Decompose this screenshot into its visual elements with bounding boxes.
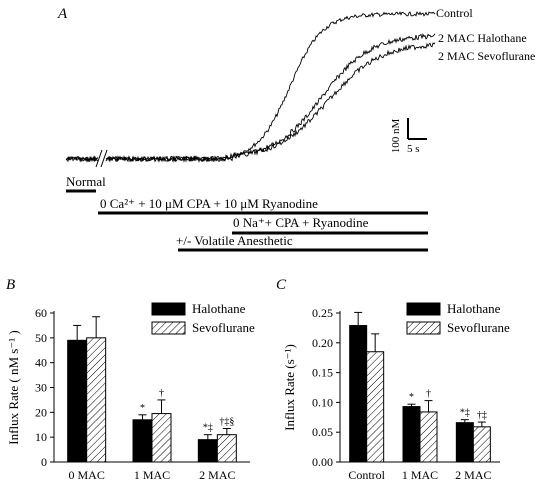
significance-mark: †‡: [477, 410, 487, 421]
y-tick-label: 0.25: [312, 306, 333, 320]
legend-label-halothane: Halothane: [192, 301, 246, 316]
scale-bar-x-label: 5 s: [407, 143, 420, 155]
protocol-zero-na-label: 0 Na⁺+ CPA + Ryanodine: [233, 215, 369, 230]
y-tick-label: 0: [41, 455, 47, 469]
y-tick-label: 0.15: [312, 366, 333, 380]
x-tick-label: 1 MAC: [402, 468, 438, 482]
bar-halothane: [197, 439, 218, 463]
bar-halothane: [67, 339, 88, 463]
panel-a-label: A: [57, 6, 68, 22]
legend-label-sevoflurane: Sevoflurane: [192, 320, 255, 335]
bar-halothane: [402, 406, 421, 463]
bar-sevoflurane: [366, 351, 385, 463]
y-tick-label: 60: [35, 306, 47, 320]
y-tick-label: 0.10: [312, 395, 333, 409]
y-axis-title: Influx Rate ( nM s⁻¹ ): [6, 330, 21, 444]
y-tick-label: 20: [35, 405, 47, 419]
x-tick-label: 2 MAC: [199, 468, 235, 482]
y-tick-label: 10: [35, 430, 47, 444]
bar-sevoflurane: [216, 434, 237, 463]
legend-swatch-sevoflurane: [151, 321, 186, 335]
bar-halothane: [455, 422, 474, 463]
y-axis-title: Influx Rate (s⁻¹): [282, 344, 297, 431]
significance-mark: †: [426, 389, 431, 400]
legend-halothane-trace: 2 MAC Halothane: [438, 31, 527, 45]
significance-mark: *: [409, 392, 414, 403]
y-tick-label: 0.05: [312, 425, 333, 439]
bar-sevoflurane: [472, 426, 491, 463]
y-tick-label: 0.20: [312, 336, 333, 350]
scale-bar-y-label: 100 nM: [390, 119, 402, 154]
x-tick-label: 0 MAC: [68, 468, 104, 482]
trace-sevoflurane: [65, 42, 436, 164]
panel-b-label: B: [6, 277, 15, 293]
trace-halothane: [65, 33, 436, 163]
legend-sevoflurane-trace: 2 MAC Sevoflurane: [438, 49, 535, 63]
legend-control: Control: [436, 6, 473, 20]
bar-halothane: [132, 419, 153, 463]
x-tick-label: 2 MAC: [455, 468, 491, 482]
bar-sevoflurane: [86, 337, 107, 463]
legend-label-sevoflurane: Sevoflurane: [447, 320, 510, 335]
panel-c-label: C: [276, 277, 287, 293]
significance-mark: *‡: [460, 408, 470, 419]
legend-swatch-sevoflurane: [406, 321, 441, 335]
chart-b: 0 10 20 30 40 50 60 Influx Rate ( nM s⁻¹ ) 0 MAC…: [6, 301, 255, 482]
legend-label-halothane: Halothane: [447, 301, 501, 316]
y-tick-label: 30: [35, 381, 47, 395]
significance-mark: *: [140, 403, 145, 414]
significance-mark: †: [159, 388, 164, 399]
axis-break-mark: [100, 149, 108, 168]
protocol-normal-label: Normal: [66, 174, 106, 189]
chart-c: 0.00 0.05 0.10 0.15 0.20 0.25 Influx Rate (s⁻¹…: [282, 301, 510, 482]
y-tick-label: 40: [35, 356, 47, 370]
legend-swatch-halothane: [151, 302, 186, 316]
significance-mark: *‡: [203, 423, 213, 434]
x-tick-label: Control: [348, 468, 385, 482]
trace-control: [65, 11, 436, 163]
y-tick-label: 50: [35, 331, 47, 345]
bar-halothane: [349, 325, 368, 463]
bar-sevoflurane: [151, 413, 172, 463]
x-tick-label: 1 MAC: [134, 468, 170, 482]
protocol-zero-ca-label: 0 Ca²⁺ + 10 μM CPA + 10 μM Ryanodine: [100, 196, 318, 211]
calcium-traces: [65, 11, 436, 168]
legend-swatch-halothane: [406, 302, 441, 316]
y-tick-label: 0.00: [312, 455, 333, 469]
bar-sevoflurane: [419, 411, 438, 463]
axis-break-mark: [95, 149, 103, 168]
significance-mark: †‡§: [219, 416, 234, 427]
protocol-anesthetic-label: +/- Volatile Anesthetic: [176, 233, 293, 248]
